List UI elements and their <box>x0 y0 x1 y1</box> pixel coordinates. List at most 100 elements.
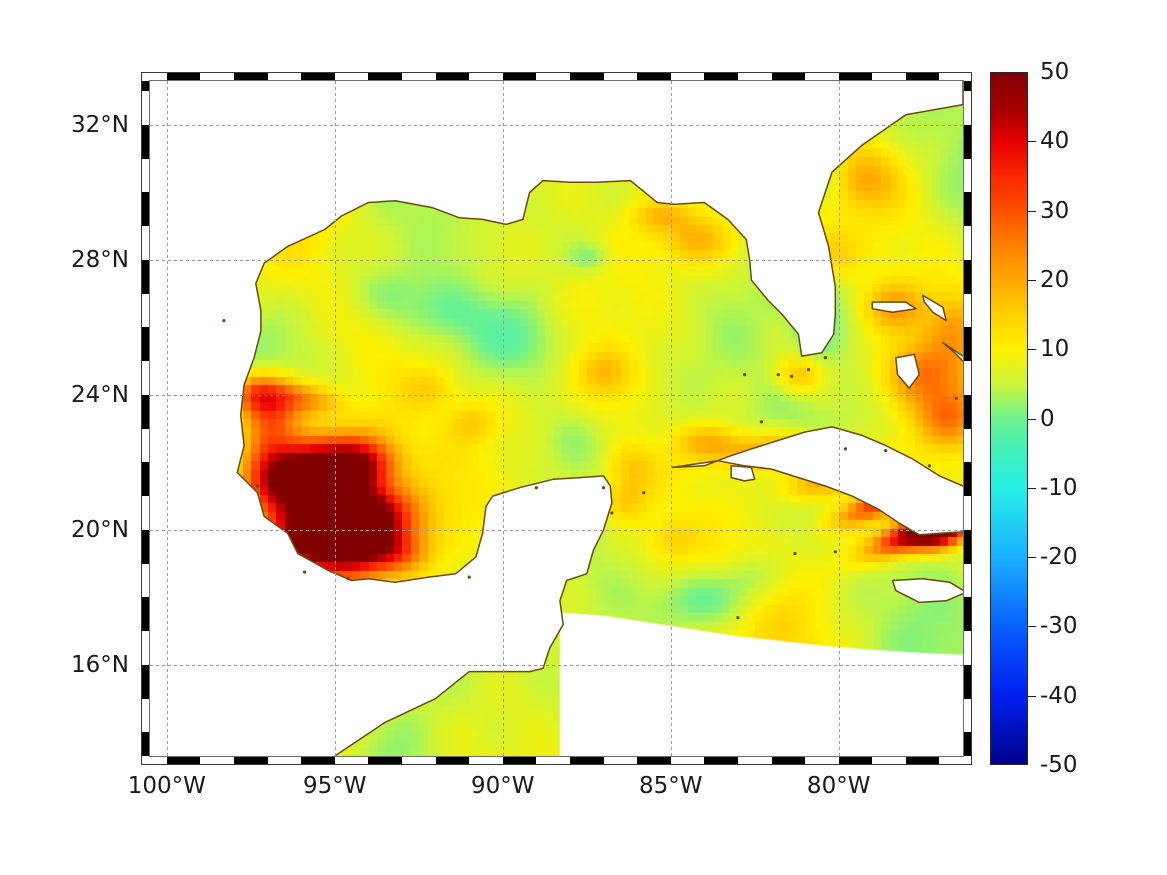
frame-right-seg <box>964 361 972 395</box>
frame-bottom-seg <box>939 757 963 765</box>
coastline-islet-11 <box>302 570 307 574</box>
frame-top-seg <box>150 72 167 80</box>
coastline-islet-9 <box>467 575 471 579</box>
frame-top-seg <box>435 72 470 80</box>
frame-top-seg <box>805 72 839 80</box>
coastline-islet-15 <box>843 447 848 451</box>
frame-top-seg <box>368 72 402 80</box>
frame-bottom-seg <box>838 757 873 765</box>
colorbar-tick-10 <box>1028 349 1036 351</box>
frame-top-seg <box>502 72 537 80</box>
frame-bottom-seg <box>536 757 570 765</box>
colorbar-tick-label--10: -10 <box>1040 474 1078 501</box>
coastline-islet-7 <box>601 486 606 490</box>
coastline-islet-17 <box>927 464 932 468</box>
colorbar-tick--40 <box>1028 695 1036 697</box>
coastline-jamaica <box>891 578 963 604</box>
frame-right-seg <box>964 259 972 294</box>
coastline-cuba <box>671 426 963 536</box>
frame-right-seg <box>964 496 972 530</box>
frame-right-seg <box>964 631 972 665</box>
frame-right-seg <box>964 732 972 756</box>
frame-bottom-seg <box>502 757 537 765</box>
colorbar-tick-label-20: 20 <box>1040 266 1070 293</box>
frame-bottom-seg <box>805 757 839 765</box>
frame-bottom-seg <box>401 757 436 765</box>
colorbar-tick--30 <box>1028 626 1036 628</box>
frame-left-seg <box>141 529 149 564</box>
frame-top-seg <box>637 72 671 80</box>
frame-left-seg <box>141 698 149 733</box>
frame-left-seg <box>141 597 149 632</box>
frame-bottom-seg <box>435 757 470 765</box>
coastline-islet-21 <box>222 319 226 323</box>
frame-left-seg <box>141 192 149 227</box>
frame-right-seg <box>964 91 972 125</box>
frame-top-seg <box>334 72 369 80</box>
coastline-islet-18 <box>642 491 646 495</box>
colorbar-tick-label--40: -40 <box>1040 682 1078 709</box>
coastline-islet-3 <box>743 373 747 377</box>
frame-top-seg <box>200 72 234 80</box>
frame-top-seg <box>905 72 940 80</box>
frame-bottom-seg <box>737 757 772 765</box>
map-frame-inner-border <box>149 80 964 757</box>
frame-left-seg <box>141 226 149 260</box>
frame-right-seg <box>964 462 972 497</box>
frame-top-seg <box>704 72 738 80</box>
frame-right-seg <box>964 226 972 260</box>
frame-top-seg <box>737 72 772 80</box>
frame-bottom-seg <box>905 757 940 765</box>
colorbar: 50 40 30 20 10 0 -10 -20 -30 -40 -50 <box>990 59 1078 778</box>
frame-left-seg <box>141 327 149 362</box>
colorbar-tick-label-0: 0 <box>1040 405 1055 432</box>
colorbar-tick--10 <box>1028 487 1036 489</box>
colorbar-tick-0 <box>1028 418 1036 420</box>
frame-bottom-seg <box>267 757 302 765</box>
frame-left-seg <box>141 124 149 159</box>
frame-right-seg <box>964 597 972 632</box>
coastline-bahamas-grand <box>871 301 917 313</box>
frame-bottom-seg <box>233 757 268 765</box>
frame-bottom-seg <box>469 757 503 765</box>
lat-tick-label-32: 32°N <box>71 111 129 138</box>
frame-right-seg <box>964 158 972 193</box>
frame-left-seg <box>141 496 149 530</box>
frame-right-seg <box>964 563 972 598</box>
frame-right-seg <box>964 124 972 159</box>
frame-bottom-seg <box>200 757 234 765</box>
lon-tick-label-85: 85°W <box>638 773 703 799</box>
lon-tick-label-100: 100°W <box>127 773 206 799</box>
frame-top-seg <box>469 72 503 80</box>
frame-left-seg <box>141 81 149 92</box>
frame-left-seg <box>141 158 149 193</box>
coastline-islet-1 <box>790 374 794 378</box>
coastline-bahamas-eleuthera <box>942 341 963 363</box>
frame-bottom-seg <box>670 757 705 765</box>
frame-right-seg <box>964 428 972 463</box>
frame-right-seg <box>964 81 972 92</box>
frame-bottom-seg <box>704 757 738 765</box>
colorbar-tick-40 <box>1028 141 1036 143</box>
frame-bottom-seg <box>872 757 906 765</box>
colorbar-tick-label-10: 10 <box>1040 336 1070 363</box>
colorbar-gradient <box>990 72 1028 765</box>
frame-left-seg <box>141 259 149 294</box>
frame-left-seg <box>141 664 149 699</box>
frame-top-seg <box>166 72 201 80</box>
frame-top-seg <box>569 72 604 80</box>
frame-left-seg <box>141 428 149 463</box>
lat-tick-label-28: 28°N <box>71 246 129 273</box>
colorbar-tick-label-50: 50 <box>1040 59 1070 85</box>
colorbar-tick-label--50: -50 <box>1040 752 1078 778</box>
coastline-islet-16 <box>884 449 888 453</box>
frame-bottom-seg <box>637 757 671 765</box>
coastline-islet-6 <box>610 511 614 515</box>
frame-left-seg <box>141 91 149 125</box>
data-raster-layer <box>150 81 963 756</box>
map-plot-area <box>150 81 963 756</box>
colorbar-tick-label-40: 40 <box>1040 128 1070 155</box>
coastline-bahamas-andros <box>895 353 921 389</box>
coastline-islet-2 <box>776 373 780 377</box>
